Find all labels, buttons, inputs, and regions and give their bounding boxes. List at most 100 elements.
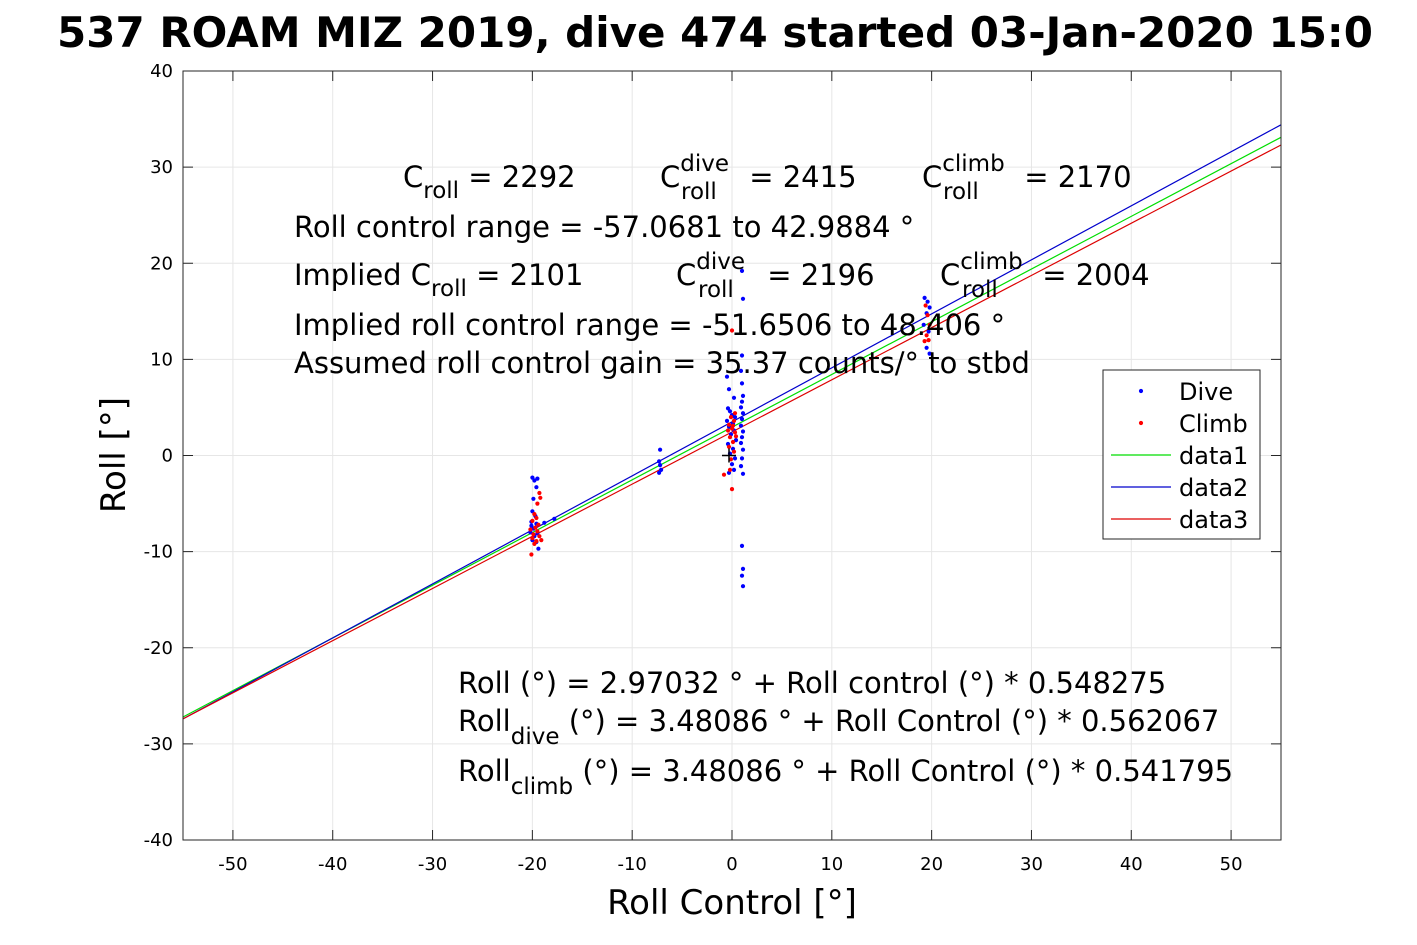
point-climb	[923, 303, 928, 308]
annotation-croll-sub: roll	[423, 178, 459, 204]
point-climb	[727, 467, 733, 472]
x-tick-label: 10	[820, 854, 843, 875]
x-tick-label: 0	[726, 854, 737, 875]
point-dive	[738, 423, 744, 428]
point-dive	[727, 409, 733, 414]
point-dive	[738, 405, 744, 410]
point-dive	[739, 416, 745, 422]
point-dive	[740, 429, 746, 434]
point-dive	[740, 584, 746, 589]
annotation-implied-croll-dive-value: = 2196	[758, 258, 875, 292]
point-dive	[657, 459, 662, 464]
annotation-fit-climb: Rollclimb (°) = 3.48086 ° + Roll Control…	[458, 754, 1233, 800]
point-dive	[531, 496, 536, 501]
annotation-gain: Assumed roll control gain = 35.37 counts…	[294, 346, 1030, 380]
point-dive	[739, 435, 745, 440]
point-dive	[927, 305, 932, 310]
annotation-implied-croll-dive-sub: roll	[698, 277, 734, 303]
y-tick-label: 40	[150, 61, 173, 82]
x-tick-label: 50	[1220, 854, 1243, 875]
point-dive	[739, 543, 745, 549]
legend-label-data1: data1	[1179, 442, 1248, 470]
point-climb	[924, 333, 929, 338]
point-dive	[731, 395, 737, 400]
legend-entries: Dive Climb data1 data2 data3	[1111, 378, 1248, 534]
point-climb	[533, 525, 538, 530]
x-tick-label: 20	[920, 854, 943, 875]
point-dive	[740, 471, 746, 476]
annotation-implied-croll-climb-sup: climb	[960, 249, 1022, 275]
point-climb	[537, 490, 542, 496]
point-dive	[657, 470, 662, 475]
point-dive	[738, 368, 744, 373]
point-climb	[728, 457, 734, 462]
annotation-implied-croll-dive-sup: dive	[696, 249, 745, 275]
point-climb	[728, 415, 734, 420]
y-tick-label: -30	[144, 734, 173, 755]
origin-marker	[722, 448, 737, 463]
annotation-fit-climb-base: Roll	[458, 754, 511, 788]
point-climb	[528, 527, 533, 532]
annotation-croll-value: = 2292	[459, 160, 576, 194]
annotation-implied-croll-prefix: Implied C	[294, 258, 431, 292]
point-dive	[922, 295, 927, 300]
point-climb	[725, 428, 731, 433]
annotation-implied-croll-climb-sub: roll	[962, 277, 998, 303]
point-dive	[726, 387, 732, 392]
legend-label-climb: Climb	[1179, 410, 1248, 438]
annotation-fit: Roll (°) = 2.97032 ° + Roll control (°) …	[458, 666, 1166, 700]
point-climb	[530, 518, 535, 524]
legend-label-data3: data3	[1179, 506, 1248, 534]
legend-swatch-dive	[1138, 388, 1144, 394]
annotation-croll-climb-sub: roll	[943, 179, 979, 205]
point-dive	[739, 399, 745, 404]
annotation-implied-range: Implied roll control range = -51.6506 to…	[294, 308, 1005, 342]
x-tick-label: -30	[418, 854, 447, 875]
annotation-implied-croll: Implied Croll = 2101	[294, 258, 583, 302]
point-climb	[731, 418, 737, 423]
series-line-data3	[182, 144, 1282, 720]
point-climb	[729, 487, 735, 492]
annotation-implied-croll-sub: roll	[431, 276, 467, 302]
point-dive	[552, 516, 557, 522]
point-climb	[729, 328, 735, 333]
point-climb	[731, 449, 737, 454]
point-dive	[534, 485, 539, 490]
point-climb	[539, 538, 544, 543]
annotation-croll-dive-sub: roll	[681, 179, 717, 205]
point-dive	[542, 520, 547, 525]
point-climb	[927, 322, 932, 327]
y-tick-label: -10	[144, 542, 173, 563]
point-climb	[538, 495, 543, 500]
x-tick-label: -50	[218, 854, 247, 875]
point-climb	[922, 339, 927, 344]
annotation-fit-dive: Rolldive (°) = 3.48086 ° + Roll Control …	[458, 704, 1219, 750]
annotation-croll: Croll = 2292	[403, 160, 576, 204]
point-dive	[729, 462, 735, 467]
annotation-implied-croll-climb-base: C	[940, 258, 960, 292]
y-tick-label: 30	[150, 157, 173, 178]
point-dive	[535, 476, 540, 481]
x-tick-label: -40	[318, 854, 347, 875]
annotation-croll-dive-value: = 2415	[740, 160, 857, 194]
legend-label-dive: Dive	[1179, 378, 1233, 406]
x-tick-label: -20	[518, 854, 547, 875]
point-dive	[738, 440, 744, 446]
y-tick-label: 0	[162, 446, 173, 467]
x-axis-label: Roll Control [°]	[607, 883, 857, 923]
point-dive	[739, 268, 745, 273]
annotation-fit-climb-sub: climb	[511, 774, 573, 800]
annotation-fit-dive-sub: dive	[511, 724, 560, 750]
point-dive	[529, 523, 534, 528]
annotation-fit-climb-rest: (°) = 3.48086 ° + Roll Control (°) * 0.5…	[573, 754, 1233, 788]
point-climb	[732, 430, 738, 435]
annotation-croll-base: C	[403, 160, 423, 194]
point-climb	[534, 515, 539, 521]
point-dive	[740, 411, 746, 416]
point-dive	[658, 463, 663, 468]
annotation-fit-dive-rest: (°) = 3.48086 ° + Roll Control (°) * 0.5…	[559, 704, 1219, 738]
point-dive	[528, 530, 533, 535]
series-line-data2	[182, 124, 1282, 720]
annotation-implied-croll-climb-value: = 2004	[1033, 258, 1150, 292]
